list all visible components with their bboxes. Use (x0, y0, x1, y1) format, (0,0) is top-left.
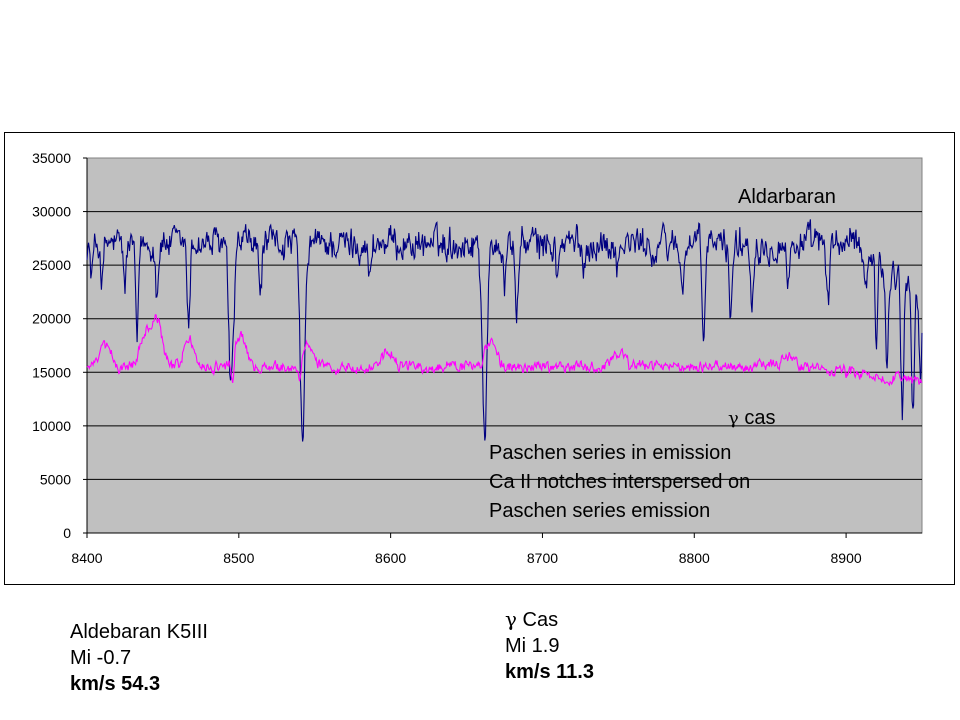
y-tick-label: 20000 (32, 311, 71, 327)
series-line-gamma-cas (86, 314, 923, 387)
paschen-note-line-3: Paschen series emission (489, 500, 710, 522)
gamma-cas-title: γ Cas (505, 606, 594, 633)
gamma-cas-name: Cas (516, 609, 559, 631)
aldebaran-magnitude: Mi -0.7 (70, 647, 132, 669)
paschen-note-line-2: Ca II notches interspersed on (489, 471, 750, 493)
gamma-cas-series-label: γ cas (728, 407, 775, 429)
x-tick-label: 8500 (223, 550, 254, 566)
aldebaran-caption: Aldebaran K5III Mi -0.7 km/s 54.3 (70, 619, 208, 697)
spectrum-chart: 0 5000 10000 15000 20000 25000 30000 35000 8400 8… (32, 150, 923, 566)
x-tick-label: 8600 (375, 550, 406, 566)
x-tick-label: 8700 (527, 550, 558, 566)
gamma-cas-magnitude: Mi 1.9 (505, 635, 560, 657)
y-tick-label: 0 (63, 525, 71, 541)
x-tick-label: 8400 (71, 550, 102, 566)
aldebaran-name: Aldebaran K5III (70, 621, 208, 643)
series-line-aldebaran (86, 219, 923, 442)
gamma-symbol: γ (505, 607, 517, 631)
paschen-note-line-1: Paschen series in emission (489, 442, 731, 464)
y-tick-label: 25000 (32, 257, 71, 273)
gamma-cas-label-text: cas (739, 407, 776, 429)
aldebaran-velocity: km/s 54.3 (70, 673, 161, 695)
y-tick-label: 5000 (40, 471, 71, 487)
plot-area (86, 157, 923, 534)
y-tick-label: 15000 (32, 364, 71, 380)
x-tick-label: 8800 (679, 550, 710, 566)
y-tick-label: 35000 (32, 150, 71, 166)
y-tick-label: 10000 (32, 418, 71, 434)
gamma-cas-velocity: km/s 11.3 (505, 661, 594, 683)
gamma-cas-caption: γ Cas Mi 1.9 km/s 11.3 (505, 606, 594, 685)
x-tick-label: 8900 (831, 550, 862, 566)
y-tick-label: 30000 (32, 204, 71, 220)
chart-frame: 0 5000 10000 15000 20000 25000 30000 35000 8400 8… (4, 132, 955, 585)
gamma-symbol: γ (728, 408, 739, 429)
aldebaran-series-label: Aldarbaran (738, 186, 836, 208)
